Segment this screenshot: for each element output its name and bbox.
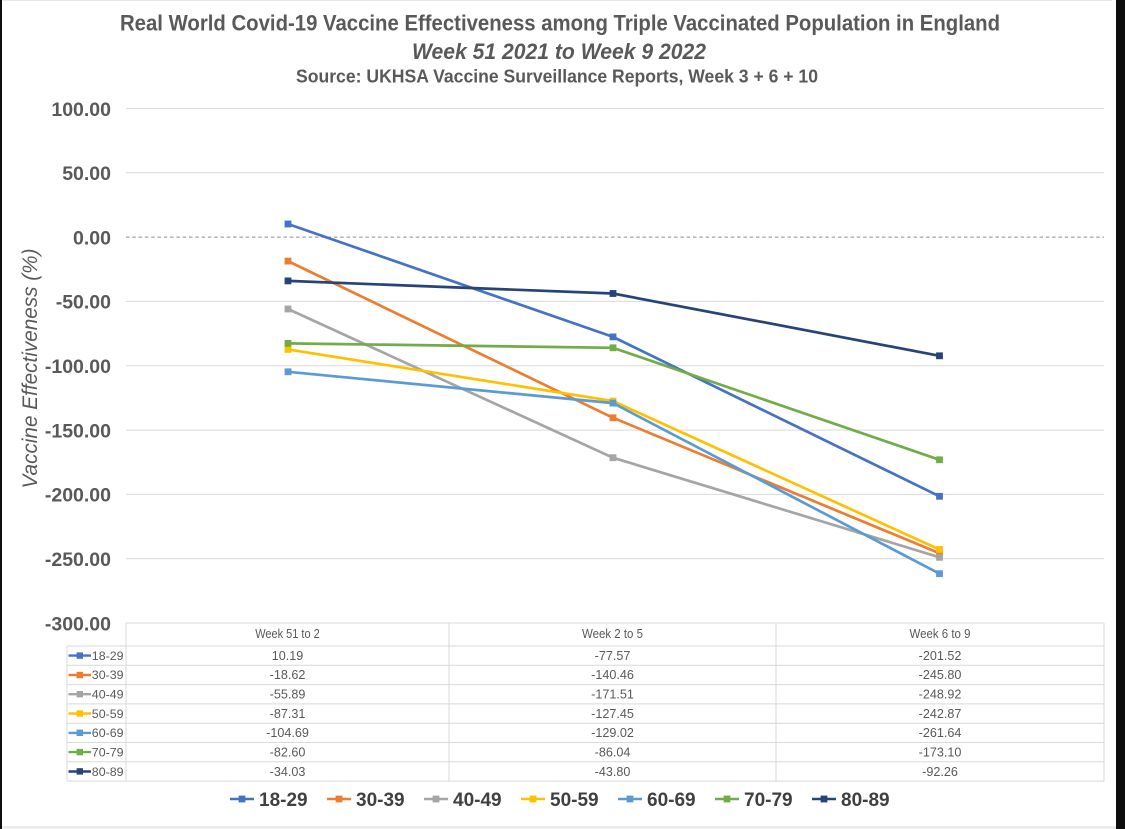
svg-text:50-59: 50-59	[92, 707, 124, 721]
svg-text:-140.46: -140.46	[591, 668, 634, 682]
svg-text:-87.31: -87.31	[270, 707, 306, 721]
svg-text:18-29: 18-29	[92, 649, 124, 663]
svg-text:-171.51: -171.51	[591, 688, 634, 702]
svg-text:-92.26: -92.26	[922, 765, 958, 779]
svg-text:-100.00: -100.00	[45, 356, 111, 378]
svg-text:-43.80: -43.80	[595, 765, 631, 779]
svg-text:50-59: 50-59	[550, 790, 599, 811]
svg-text:30-39: 30-39	[92, 668, 124, 682]
svg-text:-261.64: -261.64	[919, 726, 962, 740]
svg-text:-150.00: -150.00	[45, 420, 111, 442]
svg-text:30-39: 30-39	[356, 790, 405, 811]
svg-text:60-69: 60-69	[92, 726, 124, 740]
svg-text:-200.00: -200.00	[45, 485, 111, 507]
svg-text:Real World Covid-19 Vaccine Ef: Real World Covid-19 Vaccine Effectivenes…	[120, 11, 1000, 36]
svg-text:Source: UKHSA Vaccine Surveill: Source: UKHSA Vaccine Surveillance Repor…	[296, 67, 818, 87]
svg-text:-86.04: -86.04	[595, 745, 631, 759]
svg-text:18-29: 18-29	[259, 790, 308, 811]
svg-text:-201.52: -201.52	[919, 649, 962, 663]
svg-text:-127.45: -127.45	[591, 707, 634, 721]
svg-text:Week 51 to 2: Week 51 to 2	[255, 626, 320, 641]
svg-text:Week 6 to 9: Week 6 to 9	[910, 626, 971, 641]
svg-text:-55.89: -55.89	[270, 688, 306, 702]
svg-text:-82.60: -82.60	[270, 745, 306, 759]
svg-text:-129.02: -129.02	[591, 726, 634, 740]
svg-text:-77.57: -77.57	[595, 649, 631, 663]
svg-text:100.00: 100.00	[51, 99, 111, 121]
svg-text:Week 2 to 5: Week 2 to 5	[582, 626, 643, 641]
svg-text:40-49: 40-49	[453, 790, 502, 811]
svg-text:-245.80: -245.80	[919, 668, 962, 682]
svg-text:40-49: 40-49	[92, 688, 124, 702]
svg-text:-34.03: -34.03	[270, 765, 306, 779]
svg-text:80-89: 80-89	[841, 790, 890, 811]
svg-text:Week 51 2021 to Week 9 2022: Week 51 2021 to Week 9 2022	[412, 39, 707, 64]
svg-text:50.00: 50.00	[62, 163, 111, 185]
svg-text:-50.00: -50.00	[56, 292, 111, 314]
svg-text:-248.92: -248.92	[919, 688, 962, 702]
svg-text:-18.62: -18.62	[270, 668, 306, 682]
svg-text:80-89: 80-89	[92, 765, 124, 779]
svg-text:0.00: 0.00	[73, 227, 111, 249]
svg-text:-300.00: -300.00	[45, 613, 111, 635]
svg-text:70-79: 70-79	[744, 790, 793, 811]
svg-text:10.19: 10.19	[272, 649, 304, 663]
svg-text:Vaccine Effectiveness (%): Vaccine Effectiveness (%)	[19, 249, 42, 489]
svg-text:-104.69: -104.69	[266, 726, 309, 740]
svg-text:70-79: 70-79	[92, 745, 124, 759]
svg-text:60-69: 60-69	[647, 790, 696, 811]
svg-text:-250.00: -250.00	[45, 549, 111, 571]
svg-text:-173.10: -173.10	[919, 745, 962, 759]
svg-text:-242.87: -242.87	[919, 707, 962, 721]
